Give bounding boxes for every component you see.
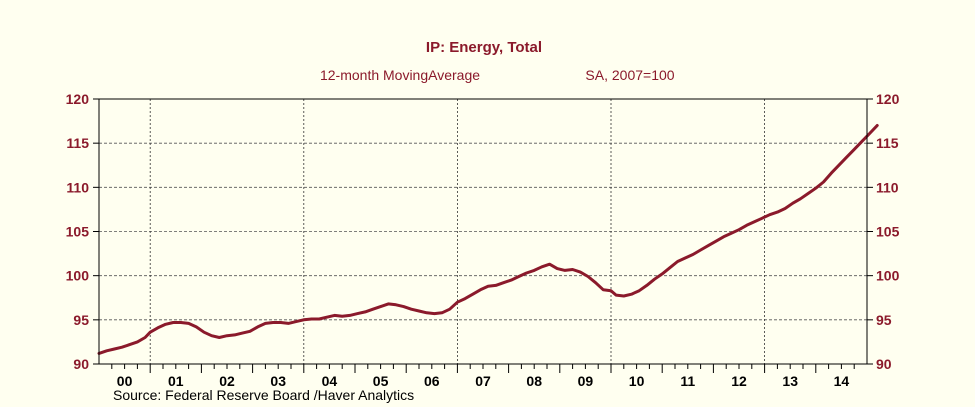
x-axis: 00 01 02 03 04 05 06 07 08 09 10 11 12 13 14 (111, 364, 855, 389)
y-tick-label-left: 95 (73, 312, 89, 328)
x-tick-label: 07 (475, 373, 491, 389)
y-tick-label-right: 120 (876, 91, 900, 107)
source-note: Source: Federal Reserve Board /Haver Ana… (113, 387, 414, 403)
y-tick-label-left: 120 (66, 91, 90, 107)
x-tick-label: 06 (424, 373, 440, 389)
series-layer (97, 124, 879, 355)
x-tick-label: 09 (578, 373, 594, 389)
chart-subtitle-right: SA, 2007=100 (585, 67, 674, 83)
y-tick-label-left: 90 (73, 356, 89, 372)
y-tick-label-left: 100 (66, 268, 90, 284)
chart-subtitle-left: 12-month MovingAverage (320, 67, 480, 83)
y-tick-label-right: 105 (876, 224, 900, 240)
x-tick-label: 03 (270, 373, 286, 389)
series-line (97, 124, 879, 355)
x-tick-label: 00 (117, 373, 133, 389)
y-tick-label-right: 90 (876, 356, 892, 372)
x-tick-label: 04 (322, 373, 338, 389)
y-tick-label-right: 95 (876, 312, 892, 328)
y-tick-label-left: 115 (66, 135, 89, 151)
x-tick-label: 12 (731, 373, 747, 389)
x-tick-label: 13 (782, 373, 798, 389)
y-axis-right: 90 95 100 105 110 115 120 (867, 91, 900, 372)
x-tick-label: 10 (629, 373, 645, 389)
x-tick-label: 02 (219, 373, 235, 389)
y-tick-label-right: 115 (876, 135, 899, 151)
y-tick-label-left: 110 (66, 179, 89, 195)
y-tick-label-right: 100 (876, 268, 900, 284)
chart-title: IP: Energy, Total (426, 39, 542, 56)
x-tick-label: 05 (373, 373, 389, 389)
x-tick-label: 14 (834, 373, 850, 389)
x-tick-label: 11 (680, 373, 695, 389)
x-tick-label: 08 (526, 373, 542, 389)
y-tick-label-right: 110 (876, 179, 899, 195)
y-tick-label-left: 105 (66, 224, 90, 240)
x-tick-label: 01 (168, 373, 184, 389)
grid (99, 99, 867, 364)
y-axis-left: 90 95 100 105 110 115 120 (66, 91, 99, 372)
